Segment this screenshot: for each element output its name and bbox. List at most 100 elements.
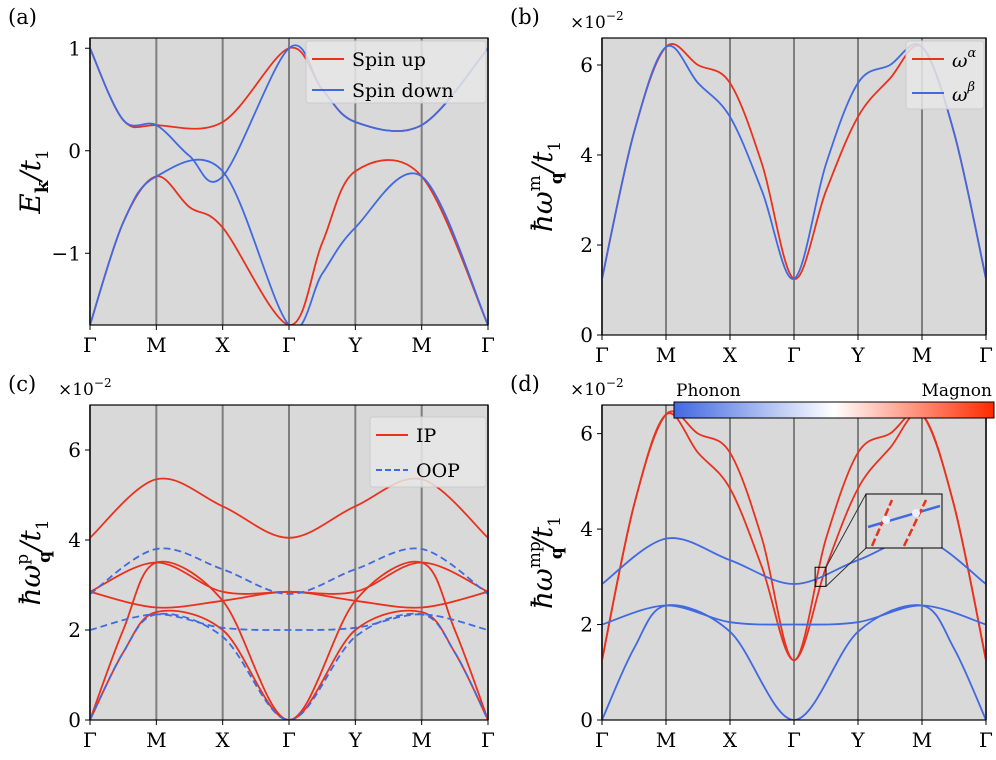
x-tick-label: M <box>146 728 166 752</box>
x-tick-label: X <box>723 728 738 752</box>
x-tick-label: Γ <box>787 343 801 367</box>
series-group <box>602 410 986 720</box>
y-label-den-sub: 1 <box>33 149 53 160</box>
x-tick-label: Y <box>850 343 865 367</box>
series-line-oop <box>90 612 488 720</box>
x-tick-label: Γ <box>481 333 495 357</box>
x-tick-label: X <box>216 728 231 752</box>
legend-label: OOP <box>416 460 460 482</box>
y-tick-label: 0 <box>580 323 593 347</box>
panel-label: (c) <box>8 372 36 396</box>
inset-hybrid-point <box>912 509 920 517</box>
y-label-sub: q <box>547 172 567 184</box>
y-label-den: /t <box>526 151 559 175</box>
inset-hybrid-point <box>882 516 890 524</box>
series-line-magnon <box>602 411 986 662</box>
multiplier-base: ×10 <box>58 380 94 400</box>
legend-label: ωβωβ <box>952 80 977 106</box>
panel-label: (d) <box>510 372 540 396</box>
y-tick-label: 2 <box>580 613 593 637</box>
axis-multiplier: ×10−2 <box>570 9 624 33</box>
colorbar-left-label: Phonon <box>676 381 741 401</box>
legend-box <box>305 40 487 104</box>
y-label-den-sub: 1 <box>33 519 53 530</box>
inset-magnon-line <box>902 499 928 547</box>
x-tick-label: Γ <box>787 728 801 752</box>
x-tick-label: Y <box>850 728 865 752</box>
x-tick-label: Γ <box>979 728 993 752</box>
x-tick-label: Γ <box>979 343 993 367</box>
y-label-den: /t <box>526 526 559 550</box>
y-label-sup: mp <box>525 541 545 568</box>
y-tick-label: 0 <box>68 708 81 732</box>
legend-label-base: ω <box>952 84 968 106</box>
x-tick-label: M <box>656 728 676 752</box>
y-label-sub: q <box>547 547 567 559</box>
y-axis-label: ħωmp q/t1 <box>525 516 567 609</box>
colorbar-right-label: Magnon <box>921 381 992 401</box>
x-tick-label: X <box>216 333 231 357</box>
y-tick-label: 4 <box>68 528 81 552</box>
axis-multiplier: ×10−2 <box>58 376 112 400</box>
y-tick-label: 2 <box>68 618 81 642</box>
y-label-sub: q <box>35 551 55 563</box>
multiplier-exponent: −2 <box>94 376 112 390</box>
legend-label-base: ω <box>952 50 968 72</box>
x-tick-label: Y <box>348 333 363 357</box>
y-tick-label: 4 <box>580 517 593 541</box>
x-tick-label: M <box>411 728 431 752</box>
x-tick-label: Γ <box>595 728 609 752</box>
y-label-sub: k <box>32 180 53 193</box>
x-tick-label: Γ <box>595 343 609 367</box>
x-tick-label: Γ <box>282 728 296 752</box>
x-tick-label: M <box>912 728 932 752</box>
x-tick-label: Y <box>348 728 363 752</box>
y-label-den: /t <box>14 159 47 183</box>
multiplier-base: ×10 <box>570 380 606 400</box>
inset-connector <box>825 493 867 568</box>
x-tick-label: M <box>912 343 932 367</box>
y-tick-label: 1 <box>68 36 81 60</box>
inset-source-box <box>814 566 827 587</box>
y-axis-label: ħωm q/t1 <box>525 141 567 232</box>
y-tick-label: 6 <box>580 422 593 446</box>
series-line-oop <box>90 547 488 595</box>
series-line-phonon <box>602 604 986 720</box>
series-line-spin-down <box>90 44 488 183</box>
y-tick-label: 6 <box>68 438 81 462</box>
y-tick-label: 4 <box>580 143 593 167</box>
inset-phonon-line <box>867 504 941 529</box>
x-tick-label: M <box>146 333 166 357</box>
y-label-base: ħω <box>526 568 559 609</box>
x-tick-label: X <box>723 343 738 367</box>
panel-label: (b) <box>510 5 540 29</box>
x-tick-label: Γ <box>83 728 97 752</box>
series-line-ip <box>90 560 488 720</box>
y-axis-label: Ek/t1 <box>14 149 53 214</box>
multiplier-exponent: −2 <box>606 9 624 23</box>
y-axis-label: ħωp q/t1 <box>13 519 55 605</box>
x-tick-label: Γ <box>83 333 97 357</box>
legend-label-sup: β <box>967 80 976 95</box>
axis-multiplier: ×10−2 <box>570 376 624 400</box>
legend-label: IP <box>416 425 437 447</box>
legend-label: Spin up <box>352 49 426 71</box>
y-label-base: E <box>14 193 47 214</box>
y-label-sup: p <box>13 554 33 565</box>
multiplier-base: ×10 <box>570 13 606 33</box>
legend-label-sup: α <box>968 46 977 61</box>
y-label-den-sub: 1 <box>545 516 565 527</box>
y-label-base: ħω <box>526 191 559 232</box>
legend-label: ωαωα <box>952 46 978 72</box>
y-tick-label: 0 <box>68 139 81 163</box>
y-tick-label: 6 <box>580 53 593 77</box>
y-tick-label: −1 <box>52 241 81 265</box>
y-tick-label: 2 <box>580 233 593 257</box>
x-tick-label: M <box>411 333 431 357</box>
inset-magnon-line <box>870 499 894 547</box>
inset-box <box>865 493 943 549</box>
